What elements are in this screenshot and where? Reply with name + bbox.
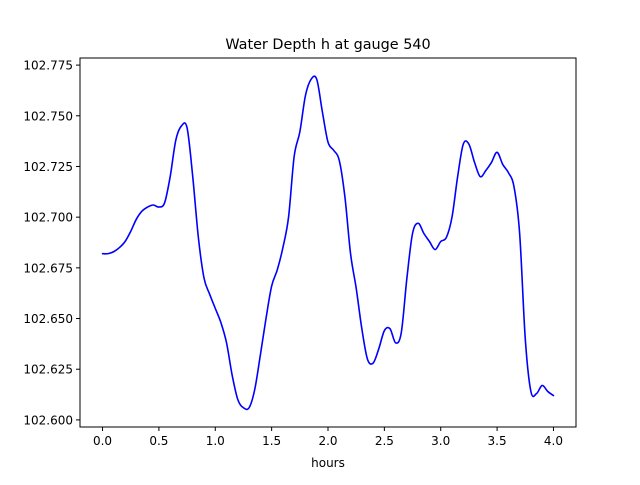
x-tick-label: 0.5	[149, 434, 168, 448]
series-line-0	[101, 75, 555, 411]
x-tick-label: 1.5	[262, 434, 281, 448]
x-tick-label: 2.5	[375, 434, 394, 448]
y-tick-label: 102.600	[23, 413, 73, 427]
x-tick-label: 3.5	[488, 434, 507, 448]
y-tick-label: 102.775	[23, 59, 73, 73]
x-tick-label: 1.0	[206, 434, 225, 448]
x-axis-title: hours	[311, 456, 345, 470]
y-tick-label: 102.675	[23, 261, 73, 275]
x-tick-label: 0.0	[93, 434, 112, 448]
axes: 0.0 0.5 1.0 1.5 2.0 2.5 3.0 3.5 4.0 102.600 102.62…	[23, 57, 577, 448]
y-tick-label: 102.650	[23, 312, 73, 326]
chart-title: Water Depth h at gauge 540	[225, 37, 430, 53]
plot-area	[101, 75, 555, 411]
y-tick-label: 102.725	[23, 160, 73, 174]
x-tick-label: 3.0	[431, 434, 450, 448]
y-tick-label: 102.700	[23, 211, 73, 225]
y-tick-label: 102.625	[23, 363, 73, 377]
x-tick-label: 4.0	[544, 434, 563, 448]
y-tick-label: 102.750	[23, 109, 73, 123]
x-tick-label: 2.0	[318, 434, 337, 448]
